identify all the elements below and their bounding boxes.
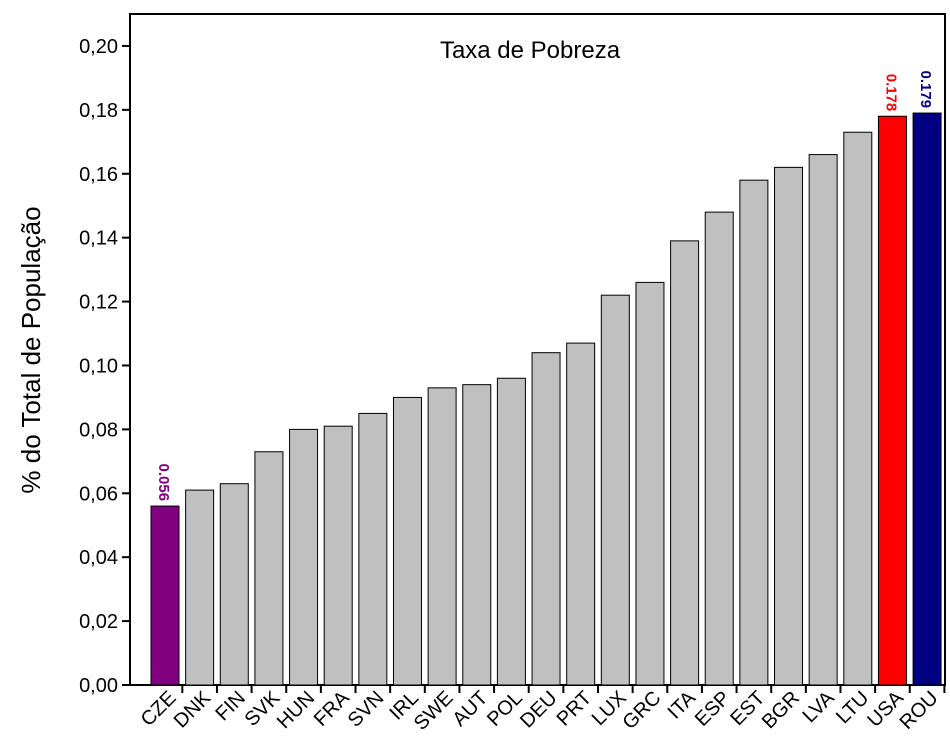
bar bbox=[150, 505, 180, 686]
bar bbox=[531, 352, 561, 686]
bar bbox=[877, 115, 907, 686]
bar bbox=[600, 294, 630, 686]
x-tick-label: CZE bbox=[137, 687, 181, 731]
bar bbox=[774, 166, 804, 686]
y-tick-label: 0,02 bbox=[79, 611, 118, 633]
x-tick-label: SWE bbox=[410, 687, 458, 735]
y-tick-label: 0,12 bbox=[79, 292, 118, 314]
x-tick-label: ESP bbox=[691, 687, 735, 731]
bar bbox=[427, 387, 457, 686]
x-tick-label: PRT bbox=[553, 687, 597, 731]
x-tick-label: POL bbox=[483, 687, 527, 731]
bar bbox=[635, 281, 665, 686]
bar bbox=[912, 112, 942, 686]
bar bbox=[289, 428, 319, 686]
y-axis-label: % do Total de População bbox=[16, 206, 46, 493]
y-tick-label: 0,16 bbox=[79, 164, 118, 186]
bar bbox=[185, 489, 215, 686]
x-tick-label: SVN bbox=[344, 687, 389, 732]
y-tick-label: 0,18 bbox=[79, 100, 118, 122]
bar bbox=[358, 412, 388, 686]
y-tick-label: 0,00 bbox=[79, 675, 118, 697]
x-tick-label: HUN bbox=[273, 687, 319, 733]
bar bbox=[219, 483, 249, 686]
x-tick-label: AUT bbox=[448, 687, 492, 731]
x-tick-label: LVA bbox=[799, 687, 840, 728]
bar bbox=[254, 451, 284, 686]
x-tick-label: BGR bbox=[758, 687, 804, 733]
bar bbox=[392, 396, 422, 686]
x-tick-label: DEU bbox=[516, 687, 561, 732]
bar bbox=[739, 179, 769, 686]
y-tick-label: 0,20 bbox=[79, 36, 118, 58]
y-tick-label: 0,04 bbox=[79, 547, 118, 569]
value-label: 0.056 bbox=[155, 464, 172, 502]
bar bbox=[843, 131, 873, 686]
value-label: 0.179 bbox=[917, 71, 934, 109]
y-tick-label: 0,14 bbox=[79, 228, 118, 250]
bar bbox=[496, 377, 526, 686]
chart-title: Taxa de Pobreza bbox=[440, 37, 621, 64]
y-tick-label: 0,10 bbox=[79, 355, 118, 377]
bar bbox=[670, 240, 700, 686]
bar bbox=[704, 211, 734, 686]
x-tick-label: FRA bbox=[310, 687, 354, 731]
bar bbox=[566, 342, 596, 686]
y-tick-label: 0,08 bbox=[79, 419, 118, 441]
value-label: 0.178 bbox=[882, 74, 899, 112]
x-tick-label: LTU bbox=[832, 687, 873, 728]
bar bbox=[808, 154, 838, 686]
x-tick-label: DNK bbox=[170, 687, 216, 733]
x-tick-label: ROU bbox=[896, 687, 943, 734]
bar bbox=[323, 425, 353, 686]
bar bbox=[462, 384, 492, 686]
y-tick-label: 0,06 bbox=[79, 483, 118, 505]
x-tick-label: GRC bbox=[619, 687, 666, 734]
